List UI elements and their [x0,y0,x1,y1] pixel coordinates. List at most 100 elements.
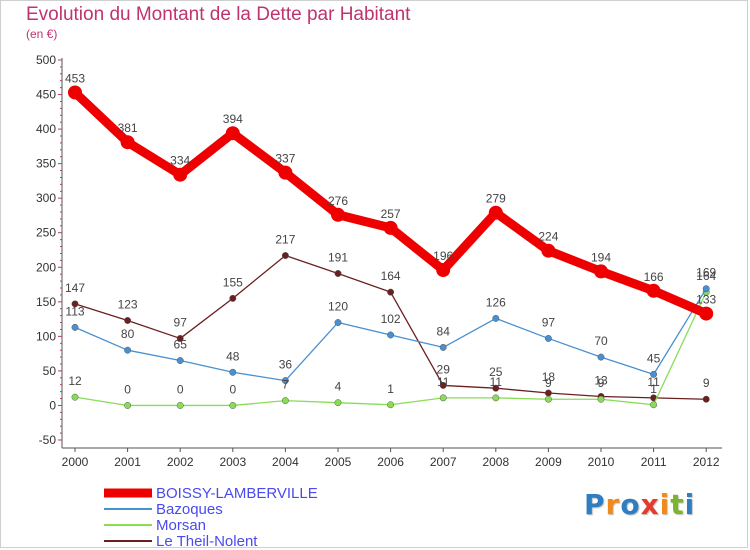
data-point [597,395,605,403]
data-point [229,368,237,376]
data-label: 11 [490,375,503,389]
data-point [331,207,345,222]
data-point [387,401,395,409]
y-tick-label: 400 [36,122,56,136]
data-label: 11 [437,375,450,389]
data-label: 113 [65,304,84,318]
data-label: 133 [696,293,716,307]
data-point [492,394,500,402]
y-tick-label: -50 [39,433,57,447]
data-point [439,394,447,402]
data-label: 102 [381,312,401,326]
data-point [594,264,608,279]
x-tick-label: 2001 [114,455,141,469]
x-tick-label: 2009 [535,455,562,469]
data-point [176,402,184,409]
x-tick-label: 2012 [693,455,720,469]
proxiti-logo: Proxiti [584,488,695,521]
data-label: 123 [118,297,138,311]
data-label: 166 [644,270,664,284]
logo-letter: t [670,488,685,521]
y-tick-label: 50 [43,364,57,378]
data-point [124,402,132,409]
data-label: 9 [703,376,710,390]
chart-title: Evolution du Montant de la Dette par Hab… [26,4,411,25]
data-label: 147 [65,281,85,295]
y-tick-label: 100 [36,329,56,343]
data-point [650,370,658,378]
data-point [699,306,714,321]
x-tick-label: 2003 [219,455,246,469]
data-label: 0 [177,382,184,396]
data-label: 453 [65,71,85,85]
legend-label: Le Theil-Nolent [156,533,258,550]
x-tick-label: 2011 [641,455,667,469]
data-label: 97 [174,315,188,329]
data-point [124,346,132,354]
data-point [650,401,658,409]
data-label: 1 [387,382,394,396]
logo-letter: x [640,488,660,521]
x-tick-label: 2007 [430,455,457,469]
data-point [334,319,342,326]
x-tick-label: 2010 [588,455,615,469]
data-label: 224 [538,230,558,244]
data-point [439,381,447,389]
data-point [71,300,79,308]
logo-letter: r [605,488,621,521]
data-label: 126 [486,295,506,309]
data-label: 29 [437,362,451,376]
data-label: 65 [174,338,188,352]
data-point [436,263,451,278]
data-label: 337 [275,152,295,166]
data-point [229,402,237,409]
y-tick-label: 350 [36,157,56,171]
data-label: 191 [328,250,348,264]
data-point [387,331,395,339]
data-label: 120 [328,300,348,314]
data-point [278,165,293,180]
data-point [544,395,552,403]
x-tick-label: 2002 [167,455,194,469]
data-label: 25 [489,365,503,379]
data-label: 11 [647,375,660,389]
logo-letter: i [684,488,696,521]
data-label: 257 [381,207,401,221]
logo-letter: P [584,488,606,521]
data-label: 394 [223,112,243,126]
legend-label: Morsan [156,517,206,534]
data-label: 7 [282,378,289,392]
data-point [544,389,552,397]
data-label: 4 [335,380,342,394]
x-tick-label: 2008 [482,455,509,469]
y-tick-label: 0 [49,398,56,412]
data-label: 164 [381,269,401,283]
data-label: 84 [437,324,451,338]
data-point [702,395,710,403]
data-point [176,334,184,342]
y-tick-label: 150 [36,295,56,309]
data-point [334,399,342,407]
data-label: 9 [598,376,605,390]
data-point [71,323,79,331]
y-tick-label: 300 [36,191,56,205]
data-label: 48 [226,349,240,363]
data-point [488,205,503,220]
data-point [71,393,79,401]
data-label: 155 [223,275,243,289]
data-label: 80 [121,327,135,341]
data-point [541,243,556,258]
data-point [383,220,398,235]
legend-label: Bazoques [156,501,223,518]
data-point [439,343,447,351]
y-tick-label: 500 [36,53,56,67]
data-label: 196 [433,249,453,263]
data-label: 381 [118,121,138,135]
y-tick-label: 450 [36,88,56,102]
logo-letter: i [659,488,671,521]
data-label: 0 [124,382,131,396]
x-tick-label: 2005 [325,455,352,469]
data-label: 276 [328,194,348,208]
x-tick-label: 2000 [62,455,89,469]
